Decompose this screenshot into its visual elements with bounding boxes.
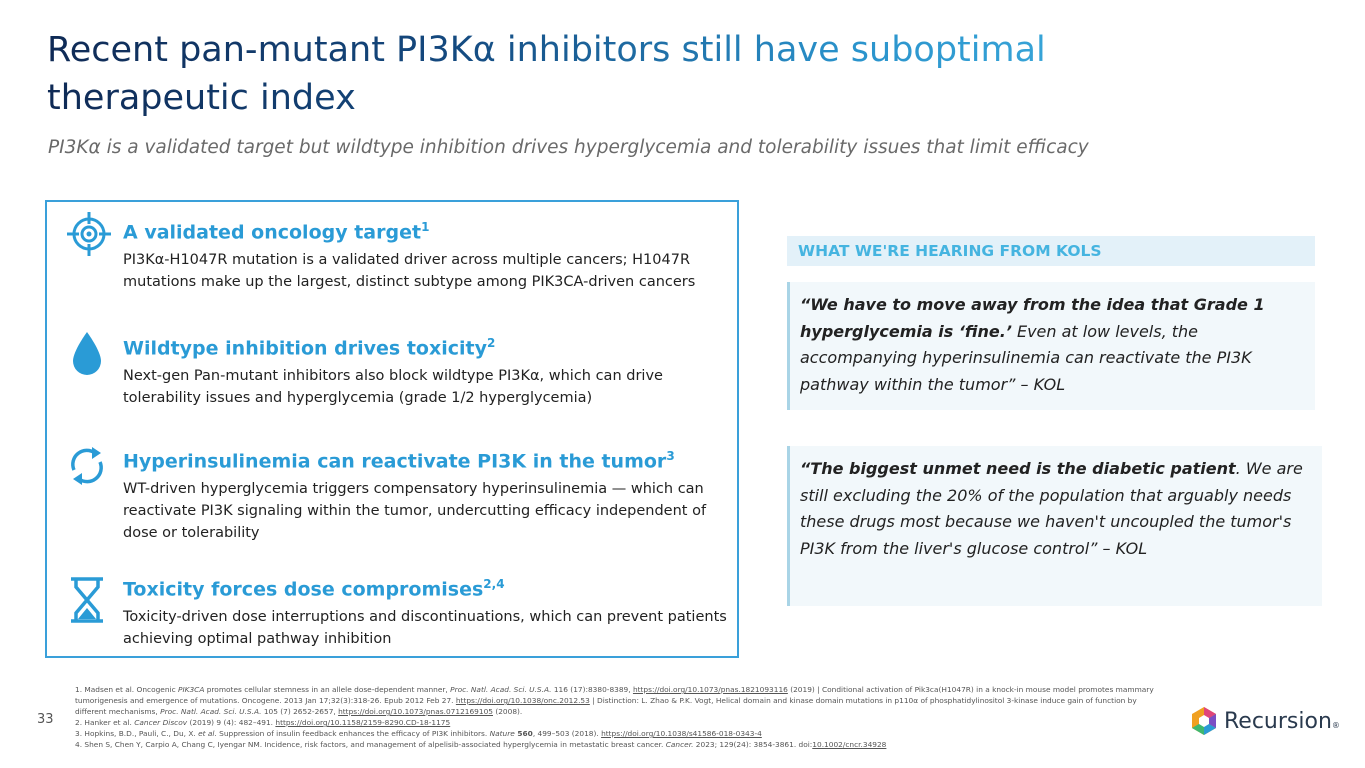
text-segment: (2019) 9 (4): 482–491. — [187, 718, 276, 727]
points-box: A validated oncology target1 PI3Kα-H1047R… — [45, 200, 739, 658]
point-body: WT-driven hyperglycemia triggers compens… — [123, 481, 707, 542]
reference-link[interactable]: 10.1002/cncr.34928 — [812, 740, 887, 749]
target-icon — [67, 212, 111, 256]
text-segment: 105 (7) 2652-2657, — [261, 707, 339, 716]
text-segment: 2023; 129(24): 3854-3861. doi: — [693, 740, 813, 749]
text-segment: “The biggest unmet need is the diabetic … — [800, 459, 1236, 478]
text-segment: Nature — [489, 729, 515, 738]
logo-mark-symbol: ® — [1331, 721, 1340, 730]
text-segment: (2008). — [493, 707, 523, 716]
text-segment: Cancer. — [665, 740, 694, 749]
point-heading-text: Toxicity forces dose compromises — [123, 578, 484, 601]
kol-quote: “We have to move away from the idea that… — [787, 282, 1315, 410]
text-segment: , 499–503 (2018). — [532, 729, 602, 738]
footnote: 1. Madsen et al. Oncogenic PIK3CA promot… — [75, 684, 1165, 717]
text-segment: 1. Madsen et al. Oncogenic — [75, 685, 178, 694]
kol-heading: WHAT WE'RE HEARING FROM KOLS — [787, 236, 1315, 266]
hourglass-icon — [71, 577, 103, 623]
footnote: 4. Shen S, Chen Y, Carpio A, Chang C, Iy… — [75, 739, 1165, 750]
page-number: 33 — [37, 712, 54, 727]
point: Toxicity forces dose compromises2,4 Toxic… — [123, 577, 743, 650]
subtitle: PI3Kα is a validated target but wildtype… — [48, 137, 1089, 158]
text-segment: promotes cellular stemness in an allele … — [204, 685, 451, 694]
text-segment: 560 — [514, 729, 533, 738]
kol-quote: “The biggest unmet need is the diabetic … — [787, 446, 1322, 606]
footnote-ref: 2,4 — [483, 577, 505, 591]
point-heading: Toxicity forces dose compromises2,4 — [123, 577, 743, 600]
reference-link[interactable]: https://doi.org/10.1073/pnas.0712169105 — [338, 707, 493, 716]
text-segment: PIK3CA — [177, 685, 205, 694]
point: Hyperinsulinemia can reactivate PI3K in … — [123, 449, 743, 544]
text-segment: . We are still excluding the 20% of the … — [800, 459, 1303, 558]
text-segment: Proc. Natl. Acad. Sci. U.S.A. — [450, 685, 552, 694]
title: Recent pan-mutant PI3Kα inhibitors still… — [47, 26, 1197, 122]
footnote-ref: 2 — [486, 336, 496, 350]
text-segment: 2. Hanker et al. — [75, 718, 135, 727]
reference-link[interactable]: https://doi.org/10.1038/onc.2012.53 — [455, 696, 590, 705]
point-heading: A validated oncology target1 — [123, 220, 743, 243]
reference-link[interactable]: https://doi.org/10.1038/s41586-018-0343-… — [601, 729, 762, 738]
point: A validated oncology target1 PI3Kα-H1047R… — [123, 220, 743, 293]
footnote-ref: 1 — [421, 220, 430, 234]
text-segment: Even at low levels, the accompanying hyp… — [800, 321, 1252, 394]
point-body: PI3Kα-H1047R mutation is a validated dri… — [123, 252, 696, 291]
point-body: Toxicity-driven dose interruptions and d… — [123, 609, 727, 648]
text-segment: Suppression of insulin feedback enhances… — [216, 729, 490, 738]
text-segment: et al. — [198, 729, 217, 738]
text-segment: | Distinction: L. Zhao & P.K. Vogt, Heli… — [75, 696, 1137, 716]
drop-icon — [73, 332, 101, 375]
reference-link[interactable]: https://doi.org/10.1158/2159-8290.CD-18-… — [275, 718, 451, 727]
text-segment: Cancer Discov — [134, 718, 188, 727]
logo-mark — [1192, 707, 1216, 735]
point-heading-text: Hyperinsulinemia can reactivate PI3K in … — [123, 450, 667, 473]
text-segment: 4. Shen S, Chen Y, Carpio A, Chang C, Iy… — [75, 740, 666, 749]
text-segment: 3. Hopkins, B.D., Pauli, C., Du, X. — [75, 729, 199, 738]
footnote-ref: 3 — [666, 449, 675, 463]
text-segment: (2019) | Conditional activation of Pik3c… — [75, 685, 1154, 705]
point: Wildtype inhibition drives toxicity2 Next… — [123, 336, 743, 409]
logo: Recursion ® — [1190, 706, 1340, 736]
point-heading-text: Wildtype inhibition drives toxicity — [123, 337, 487, 360]
logo-name: Recursion — [1224, 708, 1332, 734]
text-segment: 116 (17):8380-8389, — [551, 685, 633, 694]
footnote: 2. Hanker et al. Cancer Discov (2019) 9 … — [75, 717, 1165, 728]
point-heading-text: A validated oncology target — [123, 221, 422, 244]
text-segment: “We have to move away from the idea that… — [800, 295, 1265, 341]
point-heading: Hyperinsulinemia can reactivate PI3K in … — [123, 449, 743, 472]
text-segment: Proc. Natl. Acad. Sci. U.S.A. — [160, 707, 262, 716]
reference-link[interactable]: https://doi.org/10.1073/pnas.1821093116 — [632, 685, 788, 694]
footnote: 3. Hopkins, B.D., Pauli, C., Du, X. et a… — [75, 728, 1165, 739]
footnotes: 1. Madsen et al. Oncogenic PIK3CA promot… — [75, 684, 1165, 750]
cycle-icon — [71, 447, 103, 485]
point-heading: Wildtype inhibition drives toxicity2 — [123, 336, 743, 359]
point-body: Next-gen Pan-mutant inhibitors also bloc… — [123, 368, 663, 407]
